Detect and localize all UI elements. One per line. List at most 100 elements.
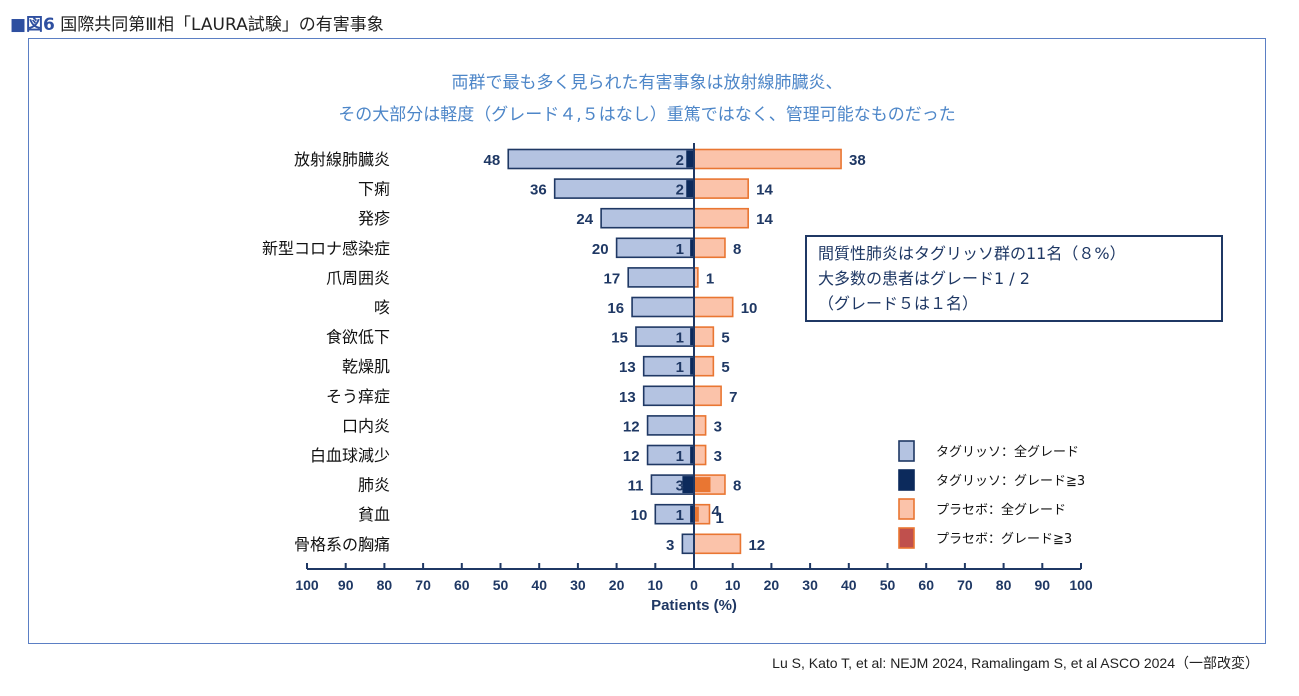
category-label: 骨格系の胸痛 xyxy=(294,535,390,554)
x-tick-label: 100 xyxy=(295,577,319,593)
category-label: 肺炎 xyxy=(358,476,390,495)
value-label-placebo-all: 14 xyxy=(756,211,773,228)
bar-placebo-grade3 xyxy=(695,477,711,493)
bar-tagrisso-all-grade xyxy=(553,178,695,199)
bar-tagrisso-grade3 xyxy=(690,328,694,346)
x-tick-label: 10 xyxy=(725,577,741,593)
bar-placebo-grade3 xyxy=(695,506,699,522)
value-label-tagrisso-all: 17 xyxy=(604,270,621,287)
legend-swatch-placebo-grade3 xyxy=(898,527,915,549)
x-tick-label: 20 xyxy=(609,577,625,593)
x-tick-label: 40 xyxy=(841,577,857,593)
x-tick-label: 60 xyxy=(918,577,934,593)
x-tick-label: 50 xyxy=(493,577,509,593)
headline-line-2: その大部分は軽度（グレード４,５はなし）重篤ではなく、管理可能なものだった xyxy=(338,105,956,125)
figure-title: ■図6 国際共同第Ⅲ相「LAURA試験」の有害事象 xyxy=(10,10,384,35)
value-label-tagrisso-all: 48 xyxy=(484,152,501,169)
figure-frame xyxy=(28,38,1266,644)
bar-tagrisso-grade3 xyxy=(690,505,694,523)
x-tick-label: 90 xyxy=(338,577,354,593)
bar-placebo-all-grade xyxy=(693,237,726,259)
x-tick-label: 40 xyxy=(531,577,547,593)
bar-tagrisso-all-grade xyxy=(642,355,695,377)
bar-placebo-all-grade xyxy=(693,444,707,466)
value-label-tagrisso-all: 3 xyxy=(666,537,674,554)
category-label: そう痒症 xyxy=(326,387,390,406)
legend-label: タグリッソ：全グレード xyxy=(936,444,1079,460)
value-label-placebo-all: 5 xyxy=(721,330,729,347)
x-axis-title: Patients (%) xyxy=(651,597,737,614)
value-label-placebo-all: 1 xyxy=(706,270,714,287)
bar-placebo-all-grade xyxy=(693,533,742,555)
x-tick-label: 50 xyxy=(880,577,896,593)
value-label-placebo-all: 12 xyxy=(748,537,765,554)
bar-tagrisso-all-grade xyxy=(507,148,695,170)
value-label-placebo-all: 3 xyxy=(714,448,722,465)
value-label-tagrisso-grade3: 1 xyxy=(676,448,684,465)
value-label-tagrisso-grade3: 1 xyxy=(676,241,684,258)
x-tick-label: 90 xyxy=(1035,577,1051,593)
x-tick-label: 0 xyxy=(690,577,698,593)
bar-tagrisso-all-grade xyxy=(681,533,695,555)
value-label-placebo-all: 8 xyxy=(733,478,741,495)
bar-tagrisso-all-grade xyxy=(600,207,695,229)
bar-tagrisso-all-grade xyxy=(646,444,695,466)
value-label-placebo-all: 3 xyxy=(714,418,722,435)
value-label-tagrisso-all: 12 xyxy=(623,418,640,435)
x-tick-label: 10 xyxy=(648,577,664,593)
x-tick-label: 100 xyxy=(1069,577,1093,593)
legend-label: タグリッソ：グレード≧3 xyxy=(936,474,1085,489)
legend-swatch-tagrisso-all-grade xyxy=(898,440,915,462)
value-label-placebo-all: 8 xyxy=(733,241,741,258)
x-tick-label: 80 xyxy=(377,577,393,593)
annotation-line-2: 大多数の患者はグレード1 / 2 xyxy=(818,269,1030,288)
bar-placebo-all-grade xyxy=(693,148,842,170)
legend-label: プラセボ：全グレード xyxy=(936,502,1066,518)
bar-tagrisso-all-grade xyxy=(635,326,695,347)
value-label-tagrisso-grade3: 1 xyxy=(676,507,684,524)
value-label-tagrisso-all: 15 xyxy=(611,330,628,347)
value-label-tagrisso-grade3: 2 xyxy=(676,182,684,199)
annotation-line-3: （グレード５は１名） xyxy=(818,294,978,313)
citation: Lu S, Kato T, et al: NEJM 2024, Ramaling… xyxy=(772,655,1259,671)
category-label: 放射線肺臓炎 xyxy=(294,150,390,169)
bar-placebo-all-grade xyxy=(693,415,707,436)
value-label-placebo-all: 14 xyxy=(756,182,773,199)
bar-placebo-all-grade xyxy=(693,178,749,199)
bar-placebo-all-grade xyxy=(693,355,715,377)
legend-label: プラセボ：グレード≧3 xyxy=(936,532,1072,547)
figure-title-text: 国際共同第Ⅲ相「LAURA試験」の有害事象 xyxy=(60,15,384,35)
annotation-line-1: 間質性肺炎はタグリッソ群の11名（８%） xyxy=(818,244,1126,263)
category-label: 爪周囲炎 xyxy=(326,268,390,287)
x-tick-label: 70 xyxy=(415,577,431,593)
bar-tagrisso-grade3 xyxy=(686,180,694,198)
category-label: 新型コロナ感染症 xyxy=(262,239,390,258)
category-label: 発疹 xyxy=(358,209,390,228)
value-label-tagrisso-all: 13 xyxy=(619,359,636,376)
bar-tagrisso-grade3 xyxy=(690,357,694,375)
value-label-tagrisso-all: 36 xyxy=(530,182,547,199)
value-label-tagrisso-all: 13 xyxy=(619,389,636,406)
bar-placebo-all-grade xyxy=(693,296,734,318)
value-label-placebo-all: 38 xyxy=(849,152,866,169)
category-label: 食欲低下 xyxy=(326,328,390,347)
bar-tagrisso-all-grade xyxy=(631,296,695,318)
figure-label: ■図6 xyxy=(10,15,55,35)
bar-tagrisso-all-grade xyxy=(654,503,695,525)
x-tick-label: 60 xyxy=(454,577,470,593)
value-label-tagrisso-all: 24 xyxy=(576,211,593,228)
category-label: 乾燥肌 xyxy=(342,357,390,376)
legend-swatch-placebo-all-grade xyxy=(898,498,915,520)
value-label-placebo-grade3: 1 xyxy=(715,510,723,527)
headline-line-1: 両群で最も多く見られた有害事象は放射線肺臓炎、 xyxy=(451,73,843,93)
x-tick-label: 70 xyxy=(957,577,973,593)
category-label: 口内炎 xyxy=(342,416,390,435)
value-label-tagrisso-grade3: 3 xyxy=(676,478,684,495)
bar-tagrisso-grade3 xyxy=(686,150,694,168)
bar-placebo-all-grade xyxy=(693,207,749,229)
category-label: 貧血 xyxy=(358,505,390,524)
value-label-placebo-all: 10 xyxy=(741,300,758,317)
value-label-placebo-all: 4 xyxy=(711,503,720,520)
value-label-tagrisso-all: 16 xyxy=(607,300,624,317)
